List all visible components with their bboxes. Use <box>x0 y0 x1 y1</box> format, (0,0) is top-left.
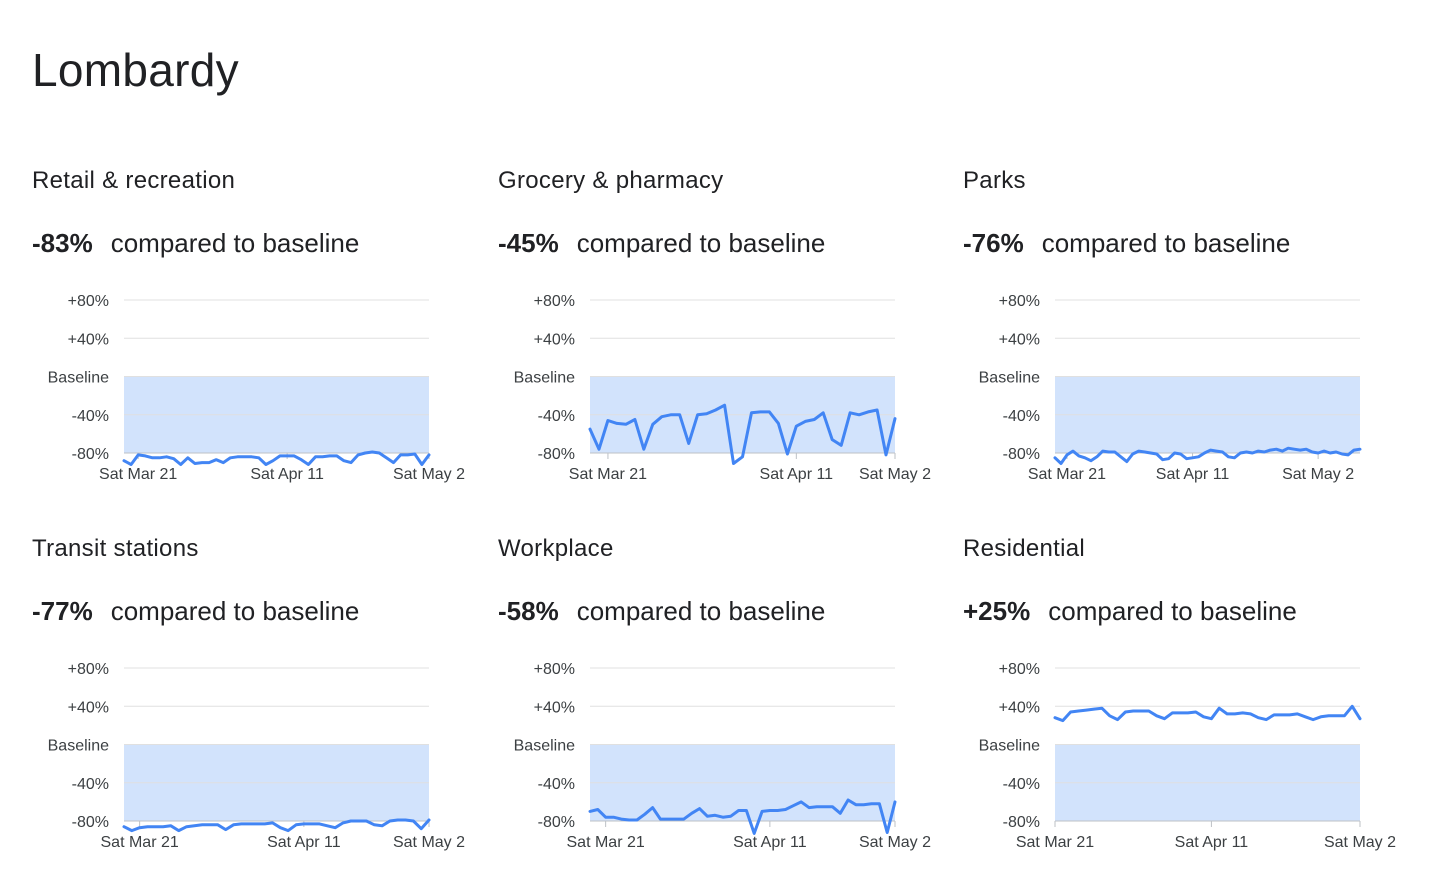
y-tick-label: Baseline <box>48 370 109 387</box>
x-tick-label: Sat Mar 21 <box>99 466 177 483</box>
chart-transit-stations: +80% +40% Baseline -40% -80% Sat Mar 21 Sat Ap… <box>48 661 465 851</box>
y-tick-label: Baseline <box>514 738 575 755</box>
y-tick-label: +80% <box>534 661 575 678</box>
x-tick-label: Sat Apr 11 <box>1175 834 1249 851</box>
y-tick-label: Baseline <box>514 370 575 387</box>
y-tick-label: +80% <box>999 661 1040 678</box>
y-tick-label: Baseline <box>979 370 1040 387</box>
panel-title: Residential <box>963 535 1086 562</box>
x-tick-label: Sat Apr 11 <box>267 834 341 851</box>
series-line <box>1053 704 1362 723</box>
x-tick-label: Sat Mar 21 <box>569 466 647 483</box>
x-tick-label: Sat Mar 21 <box>1028 466 1106 483</box>
y-tick-label: -80% <box>538 814 575 831</box>
y-tick-label: +40% <box>999 699 1040 716</box>
y-tick-label: -40% <box>538 776 575 793</box>
x-tick-label: Sat Mar 21 <box>1016 834 1094 851</box>
x-tick-label: Sat Mar 21 <box>101 834 179 851</box>
panel-title: Transit stations <box>32 535 199 562</box>
y-tick-label: +80% <box>999 293 1040 310</box>
chart-residential: +80% +40% Baseline -40% -80% Sat Mar 21 Sat Ap… <box>979 661 1396 851</box>
panel-transit-stations: Transit stations -77% compared to baselin… <box>32 534 492 874</box>
panel-title: Workplace <box>498 535 614 562</box>
compare-label: compared to baseline <box>1041 228 1291 258</box>
y-tick-label: Baseline <box>48 738 109 755</box>
panel-title: Parks <box>963 167 1026 194</box>
x-tick-label: Sat May 2 <box>859 834 931 851</box>
page-title: Lombardy <box>32 44 239 96</box>
y-tick-label: -80% <box>72 814 109 831</box>
headline-stat: -77% compared to baseline <box>32 594 359 628</box>
panel-grocery-pharmacy: Grocery & pharmacy -45% compared to basel… <box>498 166 958 506</box>
chart-retail-recreation: +80% +40% Baseline -40% -80% Sat Mar 21 Sat Ap… <box>48 293 465 483</box>
headline-stat: -83% compared to baseline <box>32 226 359 260</box>
headline-percent: -83% <box>32 228 93 258</box>
chart-parks: +80% +40% Baseline -40% -80% Sat Mar 21 Sat Ap… <box>979 293 1362 483</box>
panel-residential: Residential +25% compared to baseline +80… <box>963 534 1423 874</box>
headline-stat: +25% compared to baseline <box>963 594 1297 628</box>
compare-label: compared to baseline <box>110 596 360 626</box>
series-line <box>588 403 897 465</box>
panel-title: Retail & recreation <box>32 167 236 194</box>
y-tick-label: -40% <box>1003 776 1040 793</box>
x-tick-label: Sat May 2 <box>859 466 931 483</box>
x-tick-label: Sat May 2 <box>393 834 465 851</box>
y-tick-label: +40% <box>68 699 109 716</box>
x-tick-label: Sat Apr 11 <box>250 466 324 483</box>
panel-retail-recreation: Retail & recreation -83% compared to base… <box>32 166 492 506</box>
y-tick-label: +80% <box>68 293 109 310</box>
panel-workplace: Workplace -58% compared to baseline +80% +… <box>498 534 958 874</box>
chart-workplace: +80% +40% Baseline -40% -80% Sat Mar 21 Sat Ap… <box>514 661 931 851</box>
compare-label: compared to baseline <box>1048 596 1297 626</box>
x-tick-label: Sat May 2 <box>1324 834 1396 851</box>
x-tick-label: Sat Apr 11 <box>733 834 807 851</box>
panel-parks: Parks -76% compared to baseline +80% +40% B… <box>963 166 1423 506</box>
compare-label: compared to baseline <box>110 228 360 258</box>
y-tick-label: Baseline <box>979 738 1040 755</box>
y-tick-label: -80% <box>1003 446 1040 463</box>
y-tick-label: -80% <box>1003 814 1040 831</box>
headline-percent: +25% <box>963 596 1031 626</box>
x-tick-label: Sat Apr 11 <box>1156 466 1230 483</box>
series-line <box>588 798 897 835</box>
headline-percent: -58% <box>498 596 559 626</box>
x-tick-label: Sat Mar 21 <box>567 834 645 851</box>
x-tick-label: Sat Apr 11 <box>760 466 834 483</box>
y-tick-label: -40% <box>1003 408 1040 425</box>
y-tick-label: +40% <box>999 331 1040 348</box>
y-tick-label: -80% <box>72 446 109 463</box>
headline-percent: -45% <box>498 228 559 258</box>
x-tick-label: Sat May 2 <box>393 466 465 483</box>
x-tick-label: Sat May 2 <box>1282 466 1354 483</box>
y-tick-label: +80% <box>534 293 575 310</box>
y-tick-label: -40% <box>72 776 109 793</box>
y-tick-label: +80% <box>68 661 109 678</box>
y-tick-label: +40% <box>68 331 109 348</box>
headline-stat: -45% compared to baseline <box>498 226 825 260</box>
y-tick-label: -40% <box>538 408 575 425</box>
y-tick-label: +40% <box>534 331 575 348</box>
headline-stat: -58% compared to baseline <box>498 594 825 628</box>
compare-label: compared to baseline <box>576 228 826 258</box>
y-tick-label: -80% <box>538 446 575 463</box>
headline-stat: -76% compared to baseline <box>963 226 1290 260</box>
series-line <box>122 818 431 833</box>
headline-percent: -76% <box>963 228 1024 258</box>
series-line <box>1053 446 1362 465</box>
y-tick-label: +40% <box>534 699 575 716</box>
compare-label: compared to baseline <box>576 596 826 626</box>
y-tick-label: -40% <box>72 408 109 425</box>
panel-title: Grocery & pharmacy <box>498 167 724 194</box>
series-line <box>122 450 431 466</box>
headline-percent: -77% <box>32 596 93 626</box>
chart-grocery-pharmacy: +80% +40% Baseline -40% -80% Sat Mar 21 Sat Ap… <box>514 293 931 483</box>
